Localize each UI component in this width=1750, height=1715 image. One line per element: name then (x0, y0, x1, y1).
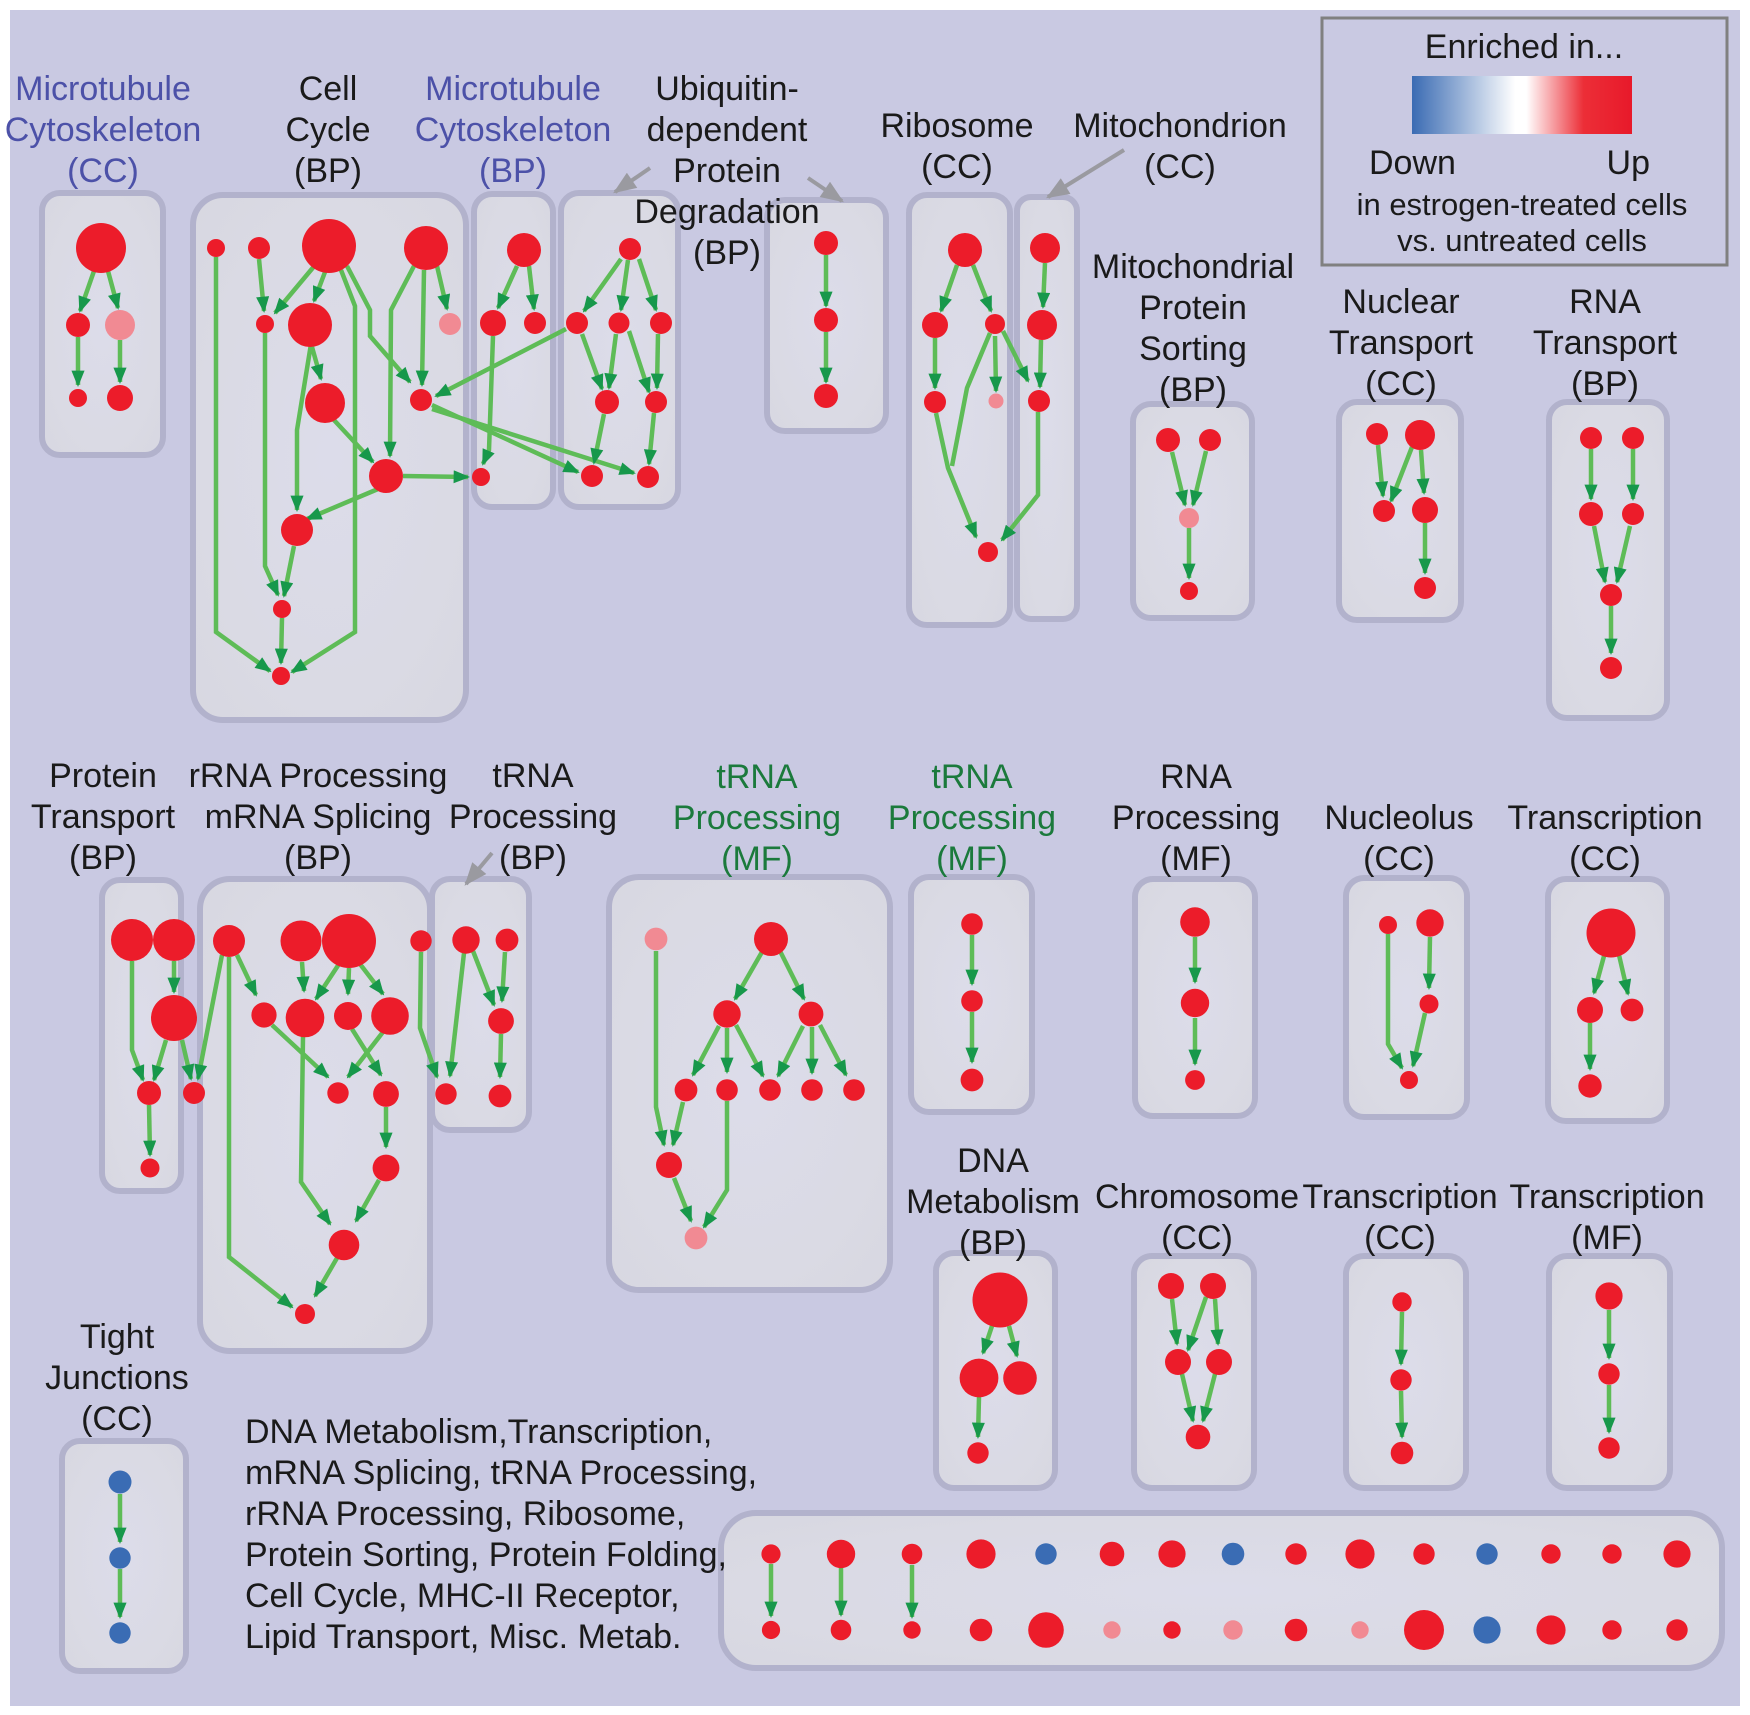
svg-text:Up: Up (1607, 144, 1650, 182)
svg-text:Chromosome(CC): Chromosome (CC) (1095, 1178, 1299, 1257)
svg-text:vs. untreated cells: vs. untreated cells (1397, 223, 1647, 258)
svg-text:Transcription(CC): Transcription (CC) (1507, 799, 1702, 878)
svg-text:in estrogen-treated cells: in estrogen-treated cells (1357, 187, 1688, 222)
svg-text:Transcription(CC): Transcription (CC) (1302, 1178, 1497, 1257)
svg-text:Mitochondrion(CC): Mitochondrion (CC) (1073, 107, 1287, 186)
svg-text:Transcription(MF): Transcription (MF) (1509, 1178, 1704, 1257)
svg-text:DNA Metabolism,Transcription,m: DNA Metabolism,Transcription, mRNA Splici… (245, 1413, 757, 1656)
svg-text:Nucleolus(CC): Nucleolus (CC) (1324, 799, 1473, 878)
svg-text:Ribosome(CC): Ribosome (CC) (880, 107, 1033, 186)
svg-text:Enriched in...: Enriched in... (1425, 28, 1623, 66)
svg-text:Down: Down (1369, 144, 1456, 182)
